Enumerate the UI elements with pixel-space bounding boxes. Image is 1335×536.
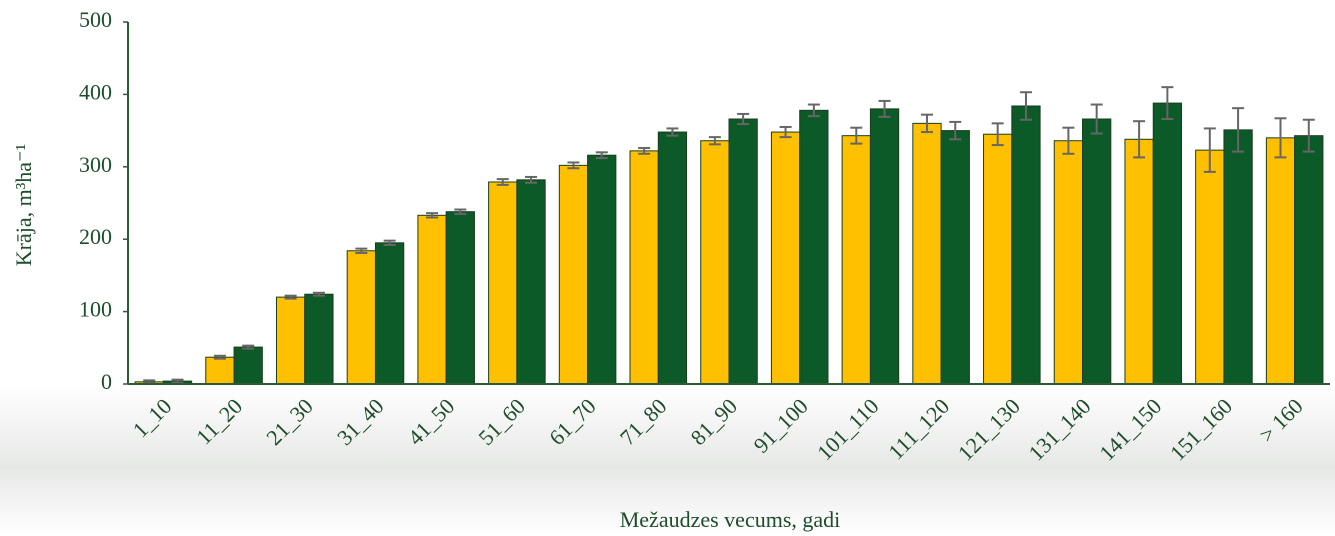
- bar: [1082, 118, 1112, 385]
- error-bar: [779, 125, 792, 139]
- error-bar: [454, 208, 467, 215]
- error-bar: [949, 120, 962, 141]
- y-tick-label: 200: [79, 224, 112, 249]
- bar: [346, 250, 376, 385]
- bar: [1294, 135, 1324, 385]
- background: [0, 384, 1335, 536]
- y-tick-label: 400: [79, 79, 112, 104]
- bar: [275, 296, 306, 385]
- error-bar: [312, 291, 325, 297]
- bar: [728, 118, 758, 385]
- y-tick-label: 500: [79, 7, 112, 32]
- error-bar: [708, 136, 721, 146]
- bar: [1152, 102, 1183, 385]
- error-bar: [1133, 120, 1146, 159]
- y-axis-title: Krāja, m³ha⁻¹: [11, 144, 36, 267]
- error-bar: [525, 175, 538, 184]
- error-bar: [1274, 117, 1287, 159]
- bar: [841, 135, 871, 385]
- bar: [587, 154, 617, 385]
- bar: [1223, 129, 1253, 385]
- error-bar: [807, 103, 820, 118]
- error-bar: [850, 126, 863, 145]
- error-bar: [1203, 127, 1216, 173]
- bar: [940, 130, 970, 385]
- bar: [445, 211, 475, 385]
- error-bar: [242, 344, 255, 350]
- bar: [205, 356, 235, 385]
- error-bar: [496, 178, 509, 186]
- bar: [1011, 105, 1041, 385]
- bar: [488, 181, 518, 385]
- error-bar: [1062, 126, 1075, 155]
- y-tick-label: 0: [101, 369, 112, 394]
- bar: [558, 164, 589, 385]
- error-bar: [991, 122, 1004, 147]
- bar: [700, 140, 730, 385]
- bar: [1124, 138, 1154, 385]
- bar: [869, 108, 900, 385]
- bar: [417, 214, 447, 385]
- error-bar: [638, 146, 651, 155]
- error-bar: [171, 378, 184, 384]
- error-bar: [737, 112, 750, 126]
- bar: [983, 133, 1013, 385]
- bar: [770, 131, 801, 385]
- error-bar: [355, 247, 368, 254]
- bar: [657, 131, 688, 385]
- bar: [1053, 140, 1084, 385]
- bar: [799, 109, 829, 385]
- error-bar: [1090, 103, 1103, 135]
- error-bar: [595, 151, 608, 160]
- error-bar: [920, 113, 933, 134]
- bar: [1265, 137, 1296, 385]
- bar: [304, 293, 334, 385]
- bar: [912, 122, 942, 385]
- bar: [374, 242, 405, 385]
- error-bar: [1019, 91, 1032, 121]
- error-bar: [1161, 86, 1174, 121]
- error-bar: [284, 294, 297, 300]
- error-bar: [666, 127, 679, 137]
- y-tick-label: 100: [79, 297, 112, 322]
- error-bar: [426, 212, 439, 219]
- error-bar: [1232, 107, 1245, 153]
- error-bar: [878, 99, 891, 118]
- error-bar: [567, 161, 580, 170]
- x-axis-title: Mežaudzes vecums, gadi: [620, 507, 841, 532]
- error-bar: [213, 354, 226, 360]
- bar: [629, 150, 659, 385]
- bar: [233, 346, 263, 385]
- bar: [516, 179, 546, 385]
- bar: [1195, 149, 1225, 385]
- error-bar: [1302, 118, 1315, 153]
- error-bar: [383, 239, 396, 246]
- y-tick-label: 300: [79, 152, 112, 177]
